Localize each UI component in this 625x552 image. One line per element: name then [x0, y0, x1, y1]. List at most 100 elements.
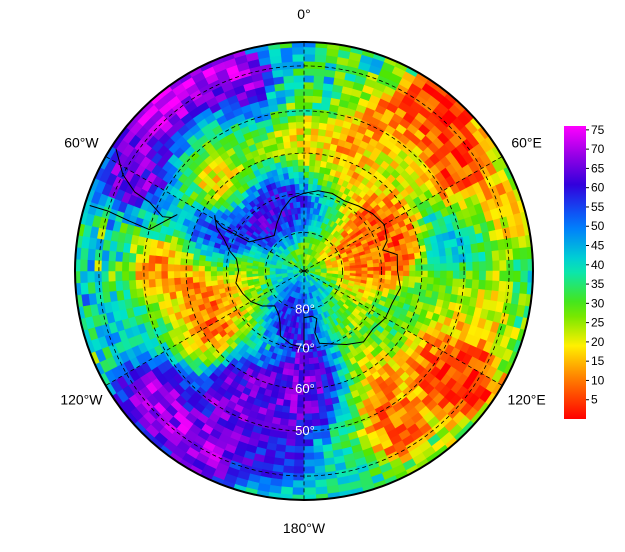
data-cell — [291, 487, 305, 496]
data-cell — [100, 260, 109, 272]
colorbar-tick-label: 15 — [591, 354, 605, 368]
data-cell — [303, 439, 314, 447]
data-cell — [445, 278, 454, 287]
data-cell — [465, 261, 474, 272]
data-cell — [303, 494, 317, 500]
data-cell — [167, 277, 175, 286]
data-cell — [135, 253, 143, 263]
data-cell — [414, 252, 422, 260]
data-cell — [296, 127, 305, 135]
data-cell — [285, 95, 296, 104]
data-cell — [128, 279, 137, 290]
data-cell — [478, 251, 487, 263]
data-cell — [427, 257, 435, 265]
data-cell — [303, 146, 311, 154]
data-cell — [433, 270, 441, 279]
data-cell — [291, 502, 304, 510]
data-cell — [293, 452, 305, 461]
data-cell — [79, 282, 89, 295]
data-cell — [198, 275, 206, 283]
data-cell — [303, 67, 315, 76]
data-cell — [291, 32, 304, 40]
data-cell — [280, 54, 294, 63]
data-cell — [298, 358, 305, 365]
data-cell — [421, 270, 429, 278]
data-cell — [303, 158, 311, 166]
data-cell — [167, 270, 175, 279]
data-cell — [293, 466, 305, 475]
data-cell — [293, 171, 300, 179]
data-cell — [292, 473, 305, 482]
data-cell — [314, 61, 327, 70]
data-cell — [283, 451, 295, 461]
data-cell — [192, 281, 201, 289]
data-cell — [222, 274, 230, 280]
data-cell — [298, 165, 305, 172]
data-cell — [421, 264, 429, 272]
data-cell — [65, 258, 73, 271]
data-cell — [440, 263, 448, 272]
data-cell — [314, 54, 328, 63]
data-cell — [108, 280, 117, 292]
data-cell — [86, 270, 95, 283]
data-cell — [311, 121, 320, 130]
data-cell — [114, 250, 124, 262]
data-cell — [266, 42, 281, 43]
data-cell — [513, 259, 522, 272]
data-cell — [440, 270, 448, 279]
data-cell — [266, 499, 281, 500]
data-cell — [291, 42, 305, 48]
data-cell — [75, 258, 81, 272]
data-cell — [179, 264, 187, 272]
data-cell — [361, 267, 369, 272]
data-cell — [308, 363, 315, 371]
data-cell — [216, 270, 223, 276]
data-cell — [160, 277, 169, 287]
data-cell — [312, 438, 323, 447]
data-cell — [379, 270, 386, 276]
colorbar: 5 10 15 20 25 30 35 40 45 50 55 60 65 70 75 — [564, 123, 605, 419]
data-cell — [298, 224, 305, 232]
data-cell — [253, 42, 269, 45]
data-cell — [222, 270, 229, 276]
data-cell — [283, 393, 292, 401]
data-cell — [492, 270, 501, 282]
data-cell — [241, 494, 257, 500]
data-cell — [313, 68, 326, 77]
longitude-label: 120°W — [60, 392, 103, 408]
data-cell — [384, 261, 392, 268]
data-cell — [309, 152, 317, 161]
data-cell — [192, 276, 200, 284]
latitude-label: 50° — [295, 423, 315, 438]
data-cell — [308, 165, 316, 173]
data-cell — [303, 53, 316, 62]
data-cell — [75, 330, 85, 346]
data-cell — [289, 134, 298, 142]
data-cell — [414, 258, 423, 266]
data-cell — [351, 42, 367, 48]
data-cell — [148, 278, 156, 288]
data-cell — [293, 177, 300, 185]
data-cell — [415, 270, 423, 278]
colorbar-tick-label: 75 — [591, 123, 605, 137]
data-cell — [314, 479, 328, 488]
data-cell — [519, 247, 529, 260]
data-cell — [128, 270, 136, 281]
data-cell — [403, 265, 410, 272]
data-cell — [274, 270, 282, 275]
data-cell — [121, 251, 130, 263]
data-cell — [491, 250, 500, 262]
data-cell — [367, 267, 374, 272]
data-cell — [465, 279, 473, 289]
colorbar-tick-label: 45 — [591, 239, 605, 253]
data-cell — [303, 127, 312, 135]
data-cell — [310, 127, 320, 136]
data-cell — [316, 501, 329, 509]
data-cell — [286, 159, 294, 168]
data-cell — [128, 252, 137, 263]
data-cell — [499, 270, 508, 282]
data-cell — [107, 270, 116, 282]
data-cell — [427, 277, 435, 285]
data-cell — [297, 152, 305, 160]
data-cell — [229, 490, 245, 500]
